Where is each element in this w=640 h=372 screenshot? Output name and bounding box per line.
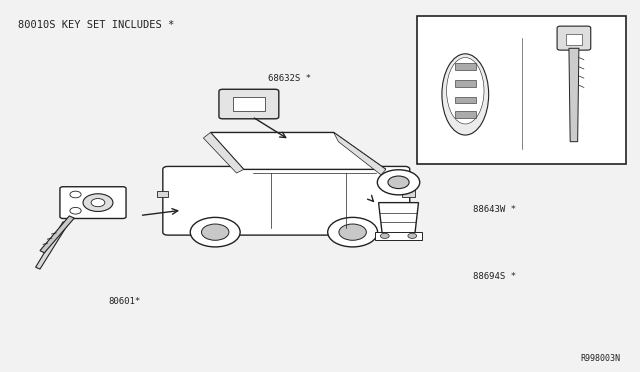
Circle shape	[70, 191, 81, 198]
Bar	[417, 16, 626, 164]
Bar	[454, 63, 476, 70]
Polygon shape	[204, 132, 244, 173]
Text: SEC.253: SEC.253	[420, 23, 452, 32]
Circle shape	[83, 194, 113, 211]
Ellipse shape	[442, 54, 489, 135]
Text: R998003N: R998003N	[580, 354, 620, 363]
Bar	[566, 33, 582, 45]
Bar	[157, 191, 168, 197]
Bar	[454, 97, 476, 103]
Circle shape	[378, 170, 420, 195]
Ellipse shape	[447, 58, 484, 124]
Text: 80010S KEY SET INCLUDES *: 80010S KEY SET INCLUDES *	[18, 20, 174, 30]
Text: FOR INTELLIGENCE KEY: FOR INTELLIGENCE KEY	[479, 153, 564, 160]
Bar	[402, 189, 415, 197]
Polygon shape	[569, 48, 579, 142]
Circle shape	[202, 224, 229, 240]
FancyBboxPatch shape	[60, 187, 126, 218]
Text: 68632S *: 68632S *	[268, 74, 311, 83]
Circle shape	[328, 217, 378, 247]
Text: 88694S *: 88694S *	[474, 272, 516, 281]
Circle shape	[339, 224, 366, 240]
Bar	[454, 80, 476, 87]
Text: (2B5E3): (2B5E3)	[420, 35, 452, 44]
Circle shape	[380, 233, 389, 238]
Polygon shape	[211, 132, 386, 169]
Bar	[375, 232, 422, 240]
Bar	[233, 97, 265, 111]
FancyBboxPatch shape	[557, 26, 591, 50]
Bar	[454, 112, 476, 118]
Polygon shape	[40, 216, 74, 253]
Polygon shape	[379, 203, 419, 235]
Circle shape	[91, 199, 105, 207]
Circle shape	[388, 176, 409, 189]
Circle shape	[190, 217, 240, 247]
Text: 80601*: 80601*	[108, 297, 140, 306]
Text: 88643W *: 88643W *	[474, 205, 516, 215]
Text: B0600N: B0600N	[530, 23, 558, 32]
Circle shape	[408, 233, 417, 238]
FancyBboxPatch shape	[219, 89, 279, 119]
Polygon shape	[333, 132, 386, 175]
FancyBboxPatch shape	[163, 166, 410, 235]
Polygon shape	[36, 222, 68, 269]
Circle shape	[70, 208, 81, 214]
